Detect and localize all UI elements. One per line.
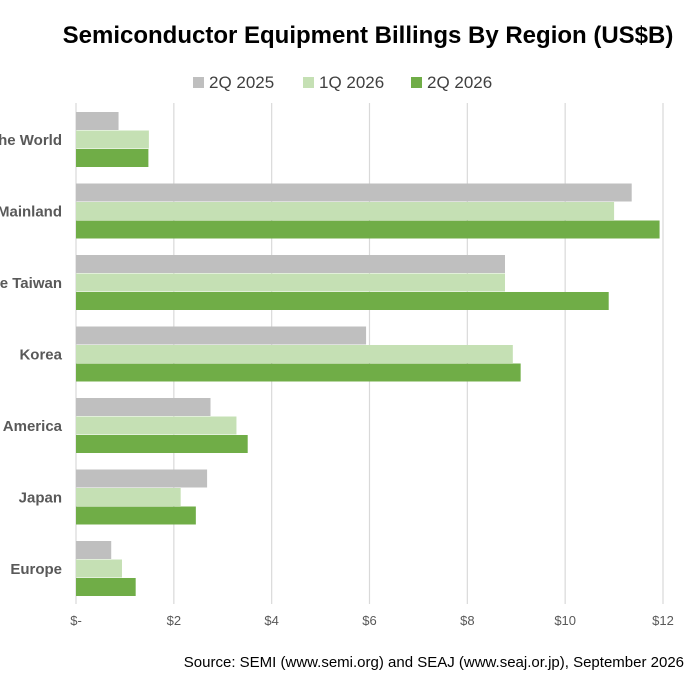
bar (76, 273, 505, 292)
legend-label: 2Q 2026 (427, 73, 492, 92)
bar (76, 220, 660, 239)
category-label: Mainland (0, 203, 62, 220)
category-label: Korea (19, 346, 62, 363)
x-tick-label: $8 (460, 613, 474, 628)
bar (76, 149, 149, 167)
bar (76, 435, 248, 453)
x-tick-label: $- (70, 613, 82, 628)
bar (76, 130, 149, 149)
bar (76, 183, 632, 202)
bars (76, 112, 660, 596)
x-tick-label: $12 (652, 613, 674, 628)
category-label: e Taiwan (0, 275, 62, 292)
x-tick-label: $10 (554, 613, 576, 628)
legend-swatch (303, 77, 314, 88)
bar (76, 326, 367, 345)
bar (76, 578, 136, 596)
source-note: Source: SEMI (www.semi.org) and SEAJ (ww… (184, 654, 684, 671)
legend-label: 1Q 2026 (319, 73, 384, 92)
legend-swatch (193, 77, 204, 88)
bar (76, 202, 615, 220)
x-axis-tick-labels: $- $2 $4 $6 $8 $10 $12 (70, 613, 674, 628)
bar (76, 541, 112, 559)
category-label: Japan (19, 489, 62, 506)
bar (76, 363, 521, 382)
bar (76, 469, 208, 488)
bar (76, 255, 505, 273)
bar (76, 506, 196, 525)
bar (76, 559, 122, 578)
bar (76, 292, 609, 310)
bar (76, 416, 237, 435)
bar (76, 345, 513, 363)
legend-label: 2Q 2025 (209, 73, 274, 92)
x-tick-label: $2 (167, 613, 181, 628)
bar (76, 112, 119, 130)
chart-title: Semiconductor Equipment Billings By Regi… (63, 22, 674, 49)
category-label: America (3, 418, 63, 435)
x-tick-label: $4 (264, 613, 278, 628)
legend-swatch (411, 77, 422, 88)
legend: 2Q 2025 1Q 2026 2Q 2026 (193, 73, 492, 92)
category-labels: he World Mainland e Taiwan Korea America Japa… (0, 132, 63, 578)
bar (76, 488, 181, 506)
bar (76, 398, 211, 416)
category-label: he World (0, 132, 62, 149)
category-label: Europe (10, 561, 62, 578)
x-tick-label: $6 (362, 613, 376, 628)
